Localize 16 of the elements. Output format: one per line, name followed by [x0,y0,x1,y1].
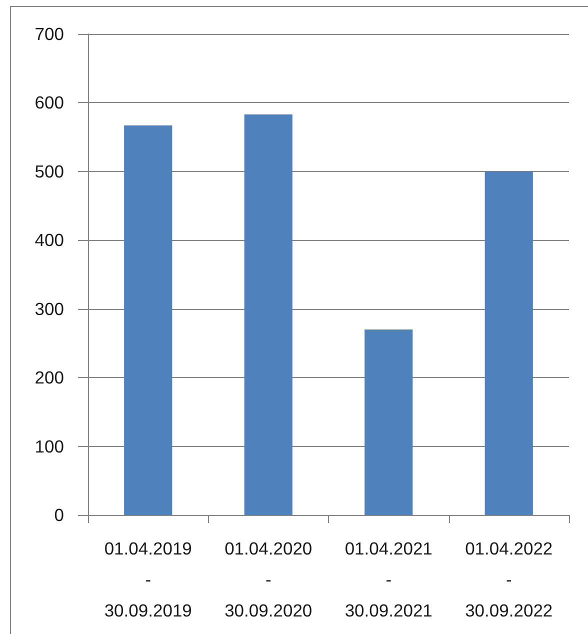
x-tick-label: 01.04.2021 - 30.09.2021 [344,538,432,620]
y-tick-label: 600 [34,92,64,113]
y-tick-label: 200 [34,368,64,388]
bar [124,125,172,515]
y-tick-label: 100 [34,436,64,456]
bar [364,329,413,515]
y-tick-label: 400 [34,230,64,250]
bar [244,114,292,515]
y-tick-label: 700 [34,24,64,44]
bar [484,171,533,515]
y-tick-label: 500 [34,161,64,182]
x-tick-label: 01.04.2019 - 30.09.2019 [104,538,192,620]
y-tick-label: 300 [34,298,64,319]
x-tick-label: 01.04.2022 - 30.09.2022 [465,538,553,620]
y-tick-label: 0 [54,505,64,525]
x-tick-label: 01.04.2020 - 30.09.2020 [224,538,312,620]
